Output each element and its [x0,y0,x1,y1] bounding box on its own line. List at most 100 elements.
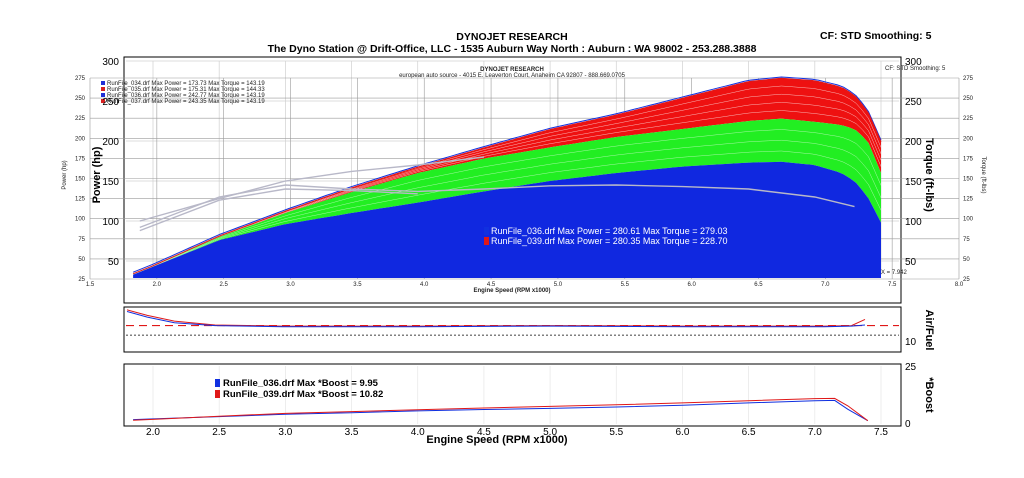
overlay-y-tick-right: 75 [963,237,970,243]
overlay-x-tick: 1.5 [86,282,95,288]
air-fuel-panel [123,306,902,353]
band-blue-area [133,161,882,278]
cf-smoothing-readout: CF: STD Smoothing: 5 [820,30,932,42]
overlay-legend-swatch [101,81,105,85]
overlay-x-readout: X = 7.942 [881,270,908,276]
boost-series-line [133,399,869,422]
overlay-y-tick-right: 250 [963,96,974,102]
overlay-y-tick-right: 50 [963,257,970,263]
boost-y-tick: 0 [905,419,911,430]
y-tick-left: 150 [102,177,119,188]
x-tick: 4.5 [477,427,491,438]
afr-y-tick: 10 [905,337,917,348]
overlay-y-label-left: Power (hp) [62,160,68,189]
overlay-subtitle: european auto source - 4015 E. Leaverton… [399,73,625,79]
overlay-y-tick-left: 75 [78,237,85,243]
overlay-y-tick-left: 200 [75,136,86,142]
overlay-y-tick-left: 225 [75,116,86,122]
y-tick-left: 300 [102,57,119,68]
y-tick-right: 300 [905,57,922,68]
x-tick: 3.5 [345,427,359,438]
y-tick-right: 250 [905,97,922,108]
overlay-y-tick-left: 250 [75,96,86,102]
x-tick: 7.0 [808,427,822,438]
overlay-y-tick-left: 25 [78,277,85,283]
overlay-y-tick-left: 100 [75,217,86,223]
overlay-y-tick-right: 100 [963,217,974,223]
overlay-y-tick-right: 150 [963,177,974,183]
overlay-x-tick: 6.5 [754,282,763,288]
y-tick-left: 200 [102,137,119,148]
overlay-y-tick-right: 125 [963,197,974,203]
overlay-x-tick: 2.5 [220,282,229,288]
y-tick-right: 50 [905,257,917,268]
overlay-x-tick: 3.0 [286,282,295,288]
afr-axis-label: Air/Fuel [923,310,935,351]
overlay-x-tick: 5.0 [554,282,563,288]
overlay-cf-readout: CF: STD Smoothing: 5 [885,66,946,72]
overlay-y-tick-right: 225 [963,116,974,122]
overlay-legend-entry: RunFile_034.drf Max Power = 173.73 Max T… [107,81,265,87]
overlay-x-tick: 7.0 [821,282,830,288]
overlay-y-label-right: Torque (ft-lbs) [980,156,986,193]
afr-series-line [126,311,866,328]
overlay-legend-swatch [101,87,105,91]
boost-legend-swatch-run039 [215,390,220,398]
band-green-area [133,118,882,275]
gray-reference-curve [139,184,855,229]
x-axis-label: Engine Speed (RPM x1000) [426,434,568,446]
overlay-legend-swatch [101,93,105,97]
y-axis-label-right: Torque (ft-lbs) [923,138,935,212]
overlay-y-tick-left: 50 [78,257,85,263]
overlay-legend-entry: RunFile_035.drf Max Power = 175.31 Max T… [107,87,265,93]
x-tick: 6.5 [742,427,756,438]
overlay-x-tick: 4.0 [420,282,429,288]
y-tick-left: 100 [102,217,119,228]
overlay-x-tick: 8.0 [955,282,964,288]
boost-axis-label: *Boost [923,377,935,413]
chart-header-title: DYNOJET RESEARCH [456,31,568,43]
band-trace-line [133,110,882,274]
legend-swatch-run036 [484,227,489,235]
overlay-legend-entry: RunFile_036.drf Max Power = 242.77 Max T… [107,93,265,99]
series-run036-line [132,76,882,273]
boost-legend-run039: RunFile_039.drf Max *Boost = 10.82 [223,389,383,400]
afr-series-line [126,309,866,327]
overlay-y-tick-left: 275 [75,76,86,82]
x-tick: 5.0 [543,427,557,438]
overlay-x-tick: 3.5 [353,282,362,288]
band-trace-line [133,129,882,275]
legend-run039: RunFile_039.drf Max Power = 280.35 Max T… [491,236,727,246]
legend-swatch-run039 [484,237,489,245]
overlay-x-tick: 6.0 [687,282,696,288]
overlay-y-tick-left: 175 [75,156,86,162]
band-red-area [133,77,882,274]
legend-run036: RunFile_036.drf Max Power = 280.61 Max T… [491,226,727,236]
x-tick: 2.0 [146,427,160,438]
y-tick-right: 200 [905,137,922,148]
band-trace-line [133,150,882,275]
overlay-x-tick: 5.5 [621,282,630,288]
y-tick-left: 50 [108,257,120,268]
chart-header-subtitle: The Dyno Station @ Drift-Office, LLC - 1… [267,43,757,55]
y-axis-label-left: Power (hp) [91,146,103,203]
overlay-x-tick: 2.0 [153,282,162,288]
gray-reference-curve [139,188,418,232]
overlay-y-tick-left: 125 [75,197,86,203]
overlay-x-tick: 4.5 [487,282,496,288]
overlay-y-tick-right: 275 [963,76,974,82]
overlay-x-label: Engine Speed (RPM x1000) [473,288,550,294]
overlay-y-tick-right: 200 [963,136,974,142]
x-tick: 2.5 [212,427,226,438]
series-run039-line [132,78,882,275]
boost-y-tick: 25 [905,362,917,373]
boost-legend-swatch-run036 [215,379,220,387]
band-trace-line [133,139,882,275]
overlay-title: DYNOJET RESEARCH [480,67,544,73]
x-tick: 4.0 [411,427,425,438]
boost-legend-run036: RunFile_036.drf Max *Boost = 9.95 [223,378,379,389]
y-tick-left: 250 [102,97,119,108]
x-tick: 3.0 [278,427,292,438]
overlay-y-tick-right: 25 [963,277,970,283]
